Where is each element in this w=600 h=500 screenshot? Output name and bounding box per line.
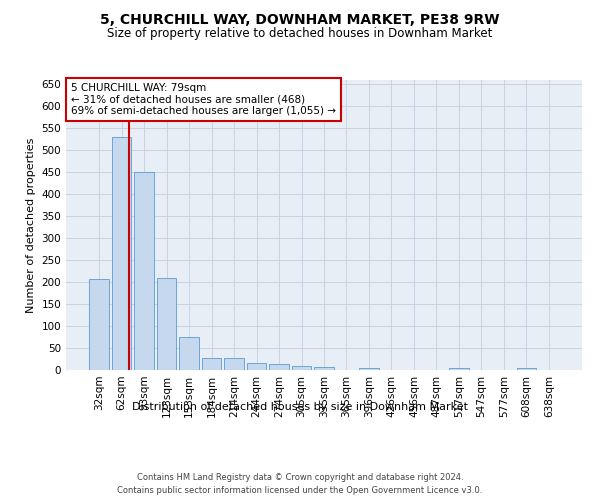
Bar xyxy=(359,368,379,370)
Text: 5 CHURCHILL WAY: 79sqm
← 31% of detached houses are smaller (468)
69% of semi-de: 5 CHURCHILL WAY: 79sqm ← 31% of detached… xyxy=(71,83,336,116)
Bar xyxy=(247,364,266,370)
Bar xyxy=(292,366,311,370)
Bar xyxy=(269,364,289,370)
Bar xyxy=(179,337,199,370)
Bar xyxy=(202,358,221,370)
Text: Contains HM Land Registry data © Crown copyright and database right 2024.: Contains HM Land Registry data © Crown c… xyxy=(137,472,463,482)
Text: 5, CHURCHILL WAY, DOWNHAM MARKET, PE38 9RW: 5, CHURCHILL WAY, DOWNHAM MARKET, PE38 9… xyxy=(100,12,500,26)
Text: Distribution of detached houses by size in Downham Market: Distribution of detached houses by size … xyxy=(132,402,468,412)
Text: Contains public sector information licensed under the Open Government Licence v3: Contains public sector information licen… xyxy=(118,486,482,495)
Bar xyxy=(89,279,109,370)
Bar xyxy=(157,278,176,370)
Text: Size of property relative to detached houses in Downham Market: Size of property relative to detached ho… xyxy=(107,28,493,40)
Bar xyxy=(314,367,334,370)
Bar xyxy=(134,172,154,370)
Y-axis label: Number of detached properties: Number of detached properties xyxy=(26,138,36,312)
Bar xyxy=(112,137,131,370)
Bar xyxy=(224,358,244,370)
Bar xyxy=(449,368,469,370)
Bar xyxy=(517,368,536,370)
